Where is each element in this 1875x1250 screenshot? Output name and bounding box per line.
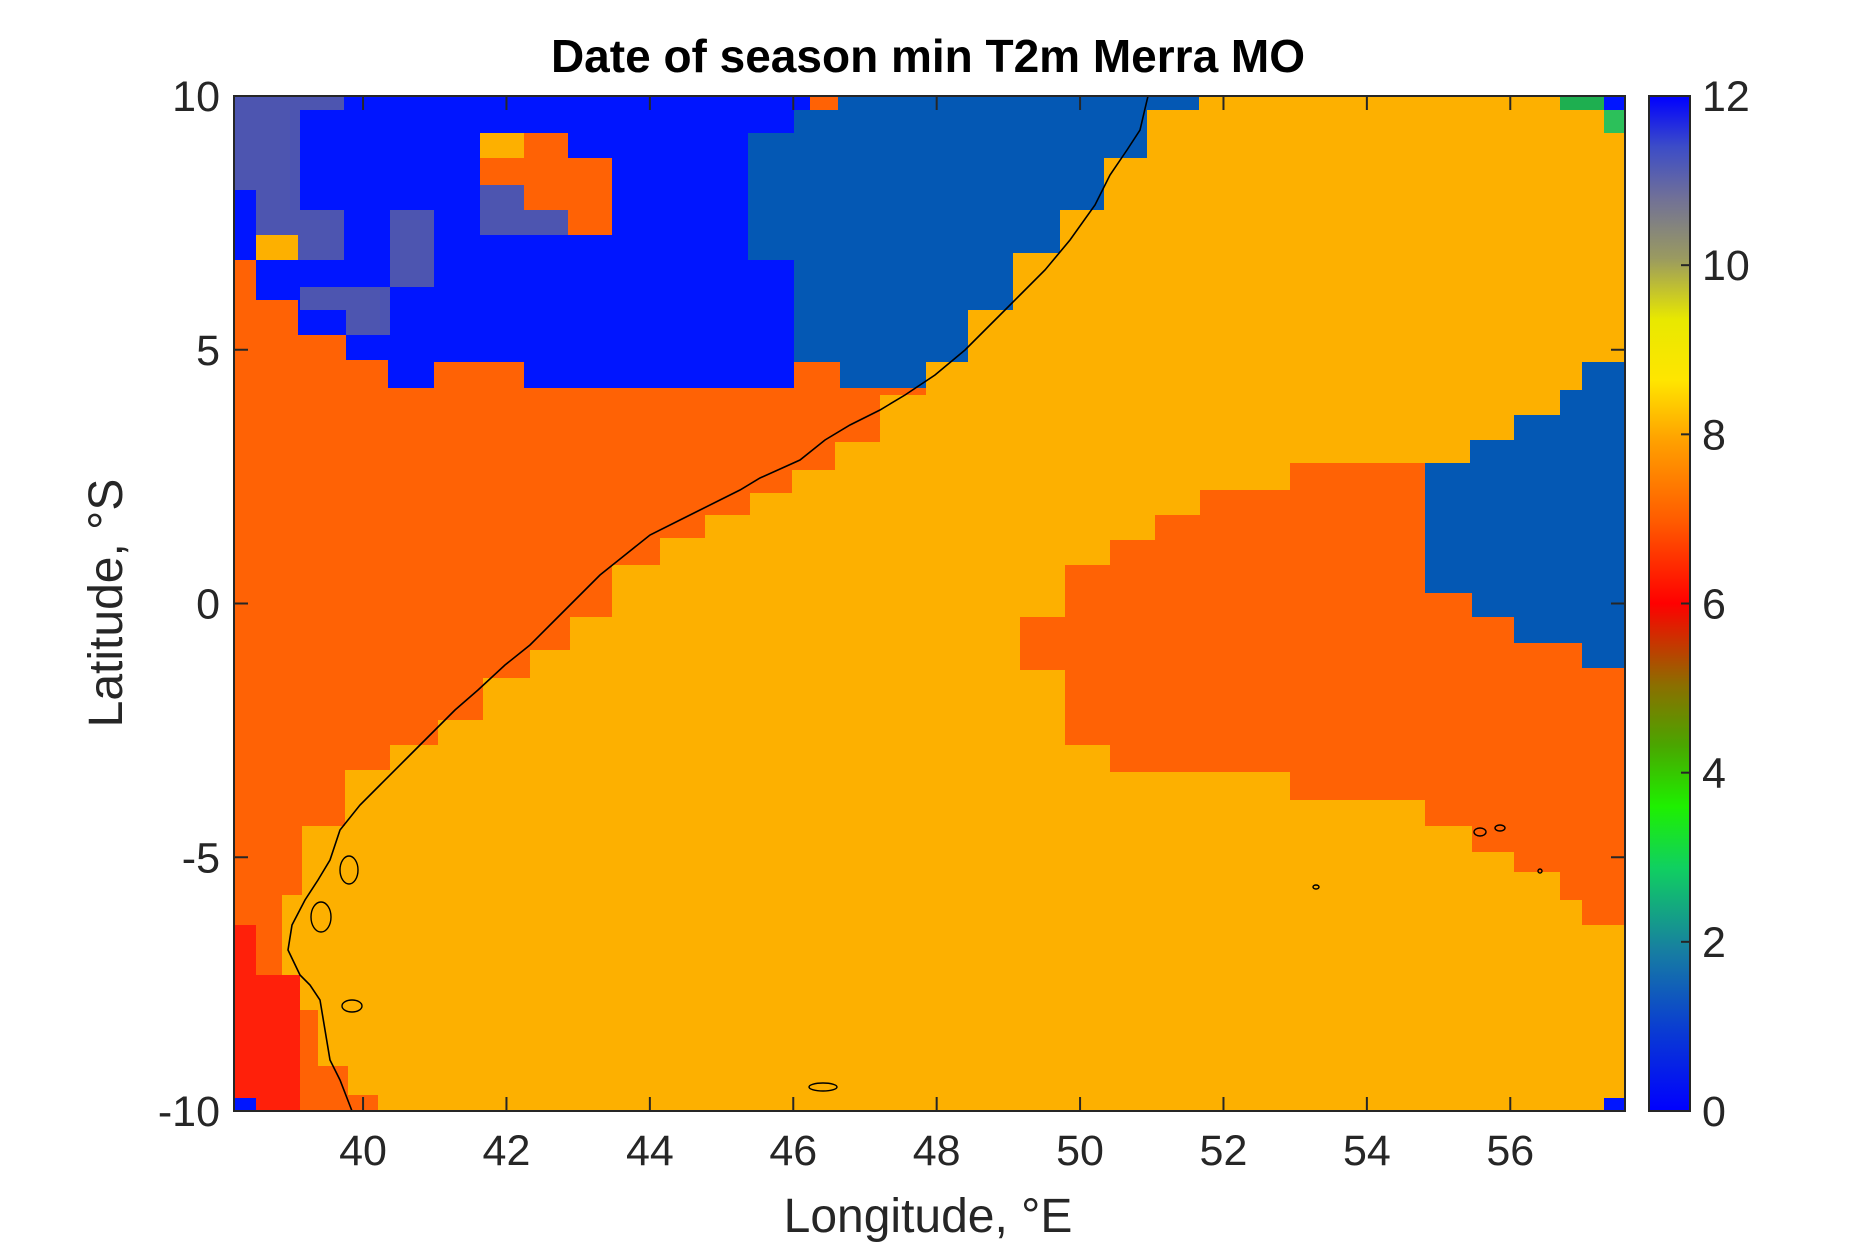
- coastline: [287, 95, 1149, 1112]
- region-8-w-dot: [256, 235, 298, 260]
- region-12-se-corner: [1604, 1098, 1625, 1111]
- x-tick-label: 40: [339, 1127, 387, 1175]
- x-tick-label: 48: [913, 1127, 961, 1175]
- x-tick-label: 54: [1343, 1127, 1391, 1175]
- region-11-nw-b: [300, 287, 390, 335]
- y-tick-label: 5: [196, 327, 220, 375]
- y-axis-label: Latitude, °S: [80, 479, 133, 728]
- x-tick-label: 44: [626, 1127, 674, 1175]
- island-1: [310, 901, 332, 933]
- y-tick-label: -5: [182, 834, 220, 882]
- x-tick-label: 42: [483, 1127, 531, 1175]
- y-tick-label: -10: [158, 1088, 220, 1136]
- island-7: [1537, 868, 1543, 874]
- colorbar-tick-label: 0: [1702, 1088, 1726, 1136]
- islands: [310, 824, 1543, 1092]
- chart-title: Date of season min T2m Merra MO: [551, 30, 1305, 82]
- region-6-sw: [234, 925, 300, 1111]
- x-axis-label: Longitude, °E: [784, 1190, 1073, 1243]
- island-6: [1312, 884, 1320, 890]
- colorbar-tick-label: 4: [1702, 750, 1726, 798]
- region-12-sw-corner: [234, 1098, 256, 1111]
- region-11-nw-c: [390, 210, 434, 287]
- region-3-ne-b: [1604, 110, 1625, 133]
- x-tick-label: 46: [769, 1127, 817, 1175]
- island-4: [1473, 827, 1487, 837]
- heatmap-map: [234, 96, 1625, 1111]
- region-11-nw-d: [480, 185, 568, 235]
- colorbar-tick-label: 8: [1702, 411, 1726, 459]
- y-tick-label: 0: [196, 581, 220, 629]
- region-3-ne-a: [1560, 96, 1604, 110]
- colorbar-tick-label: 12: [1702, 73, 1750, 121]
- colorbar-tick-label: 10: [1702, 242, 1750, 290]
- colorbar-ticks: 12 10 8 6 4 2 0: [1681, 73, 1750, 1136]
- region-11-nw-a: [234, 96, 344, 260]
- region-1-east: [1425, 362, 1625, 668]
- y-tick-label: 10: [172, 73, 220, 121]
- region-8-nw-dot: [480, 133, 524, 158]
- x-tick-label: 50: [1056, 1127, 1104, 1175]
- colorbar-tick-label: 6: [1702, 581, 1726, 629]
- x-tick-label: 52: [1200, 1127, 1248, 1175]
- island-5: [1494, 824, 1506, 832]
- region-12-ne-corner: [1604, 96, 1625, 110]
- island-2: [341, 999, 363, 1013]
- colorbar-tick-label: 2: [1702, 919, 1726, 967]
- region-7-east: [1020, 463, 1625, 925]
- x-tick-label: 56: [1486, 1127, 1534, 1175]
- x-axis: 40 42 44 46 48 50 52 54 56: [339, 96, 1534, 1175]
- island-0: [339, 855, 359, 885]
- region-1-north: [748, 96, 1199, 388]
- y-axis: 10 5 0 -5 -10: [158, 73, 1625, 1136]
- island-3: [808, 1082, 838, 1092]
